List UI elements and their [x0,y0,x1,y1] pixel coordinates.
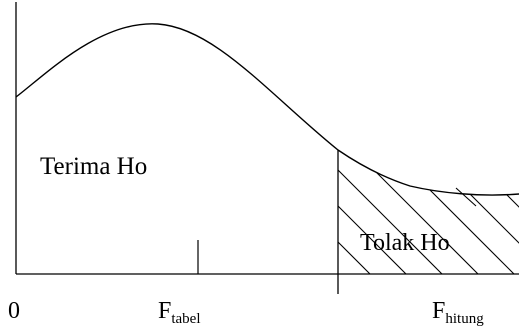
f-count-subscript: hitung [445,311,484,327]
f-table-subscript: tabel [171,311,200,327]
reject-region-label: Tolak Ho [360,230,450,256]
f-table-label: Ftabel [158,298,201,327]
f-count-label: Fhitung [432,298,484,327]
f-table-base: F [158,298,171,324]
accept-region-label: Terima Ho [40,153,147,180]
f-count-base: F [432,298,445,324]
hatch-extra-stroke [455,187,477,207]
distribution-curve [15,23,519,196]
origin-label: 0 [8,298,20,324]
